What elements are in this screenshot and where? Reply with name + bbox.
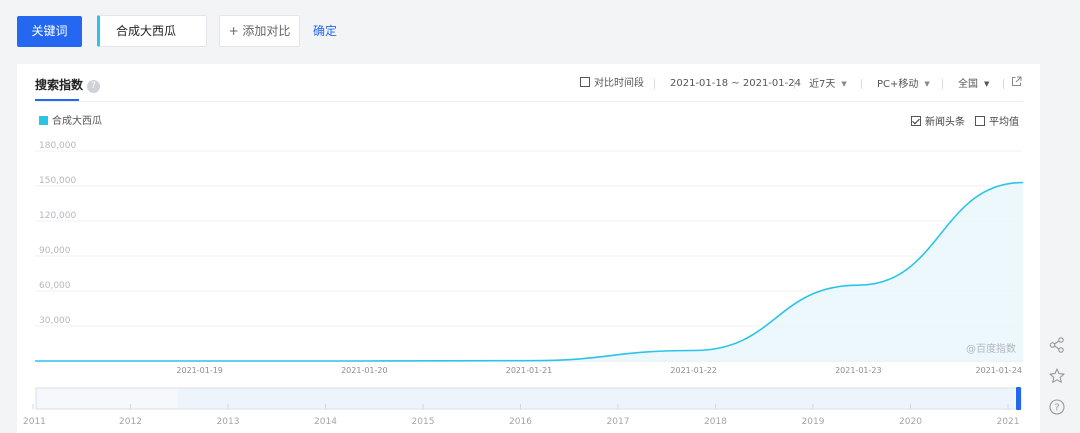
query-toolbar: 关键词 合成大西瓜 + 添加对比 确定	[0, 0, 1080, 64]
help-icon[interactable]: ?	[87, 80, 101, 93]
question-icon[interactable]: ?	[1048, 398, 1066, 416]
y-tick-label: 180,000	[39, 141, 76, 151]
chevron-down-icon: ▼	[924, 80, 930, 88]
search-index-chart[interactable]: 30,00060,00090,000120,000150,000180,000 …	[17, 64, 1040, 433]
news-checkbox[interactable]	[911, 116, 921, 126]
divider	[794, 79, 795, 89]
compare-period-toggle[interactable]: 对比时间段	[580, 76, 644, 92]
keyword-input[interactable]: 合成大西瓜	[97, 15, 207, 47]
keyword-button[interactable]: 关键词	[17, 16, 82, 47]
chart-legend[interactable]: 合成大西瓜	[39, 116, 102, 128]
x-tick-label: 2021-01-19	[176, 366, 223, 375]
period-select[interactable]: 近7天 ▼	[809, 76, 847, 92]
x-tick-label: 2021-01-20	[341, 366, 388, 375]
device-select[interactable]: PC+移动 ▼	[877, 76, 930, 92]
period-label: 近7天	[809, 79, 836, 90]
divider	[654, 79, 655, 89]
average-toggle[interactable]: 平均值	[975, 116, 1019, 129]
share-icon[interactable]	[1048, 336, 1066, 354]
legend-label: 合成大西瓜	[52, 116, 102, 127]
average-checkbox[interactable]	[975, 116, 985, 126]
y-tick-label: 60,000	[39, 281, 71, 291]
y-tick-label: 150,000	[39, 176, 76, 186]
y-tick-label: 90,000	[39, 246, 71, 256]
x-tick-label: 2021-01-23	[835, 366, 882, 375]
region-label: 全国	[958, 79, 978, 90]
watermark: @百度指数	[966, 342, 1016, 355]
series-area	[35, 182, 1023, 361]
svg-text:?: ?	[1054, 403, 1059, 414]
add-compare-button[interactable]: + 添加对比	[219, 15, 300, 47]
chevron-down-icon: ▼	[984, 80, 990, 88]
x-tick-label: 2021-01-21	[506, 366, 553, 375]
news-label: 新闻头条	[925, 117, 965, 128]
x-tick-label: 2021-01-24	[976, 366, 1023, 375]
confirm-link[interactable]: 确定	[313, 24, 338, 38]
star-icon[interactable]	[1048, 367, 1066, 385]
panel-title-text: 搜索指数	[35, 78, 84, 92]
average-label: 平均值	[989, 117, 1019, 128]
y-tick-label: 120,000	[39, 211, 76, 221]
panel-title[interactable]: 搜索指数?	[35, 76, 101, 93]
search-index-panel: 搜索指数? 对比时间段 2021-01-18 ~ 2021-01-24 近7天 ▼…	[17, 64, 1040, 433]
date-range-picker[interactable]: 2021-01-18 ~ 2021-01-24	[670, 78, 801, 89]
compare-period-label: 对比时间段	[594, 78, 644, 89]
chevron-down-icon: ▼	[841, 80, 847, 88]
device-label: PC+移动	[877, 79, 919, 90]
series-line[interactable]	[35, 181, 1024, 362]
y-tick-label: 30,000	[39, 316, 71, 326]
news-toggle[interactable]: 新闻头条	[911, 116, 965, 129]
title-underline	[35, 99, 79, 101]
external-link-icon[interactable]	[1011, 76, 1022, 87]
divider	[1003, 79, 1004, 89]
region-select[interactable]: 全国 ▼	[958, 76, 989, 92]
divider	[942, 79, 943, 89]
x-tick-label: 2021-01-22	[670, 366, 717, 375]
compare-period-checkbox[interactable]	[580, 77, 590, 87]
divider	[861, 79, 862, 89]
panel-divider	[35, 101, 1023, 102]
legend-swatch	[39, 116, 48, 125]
